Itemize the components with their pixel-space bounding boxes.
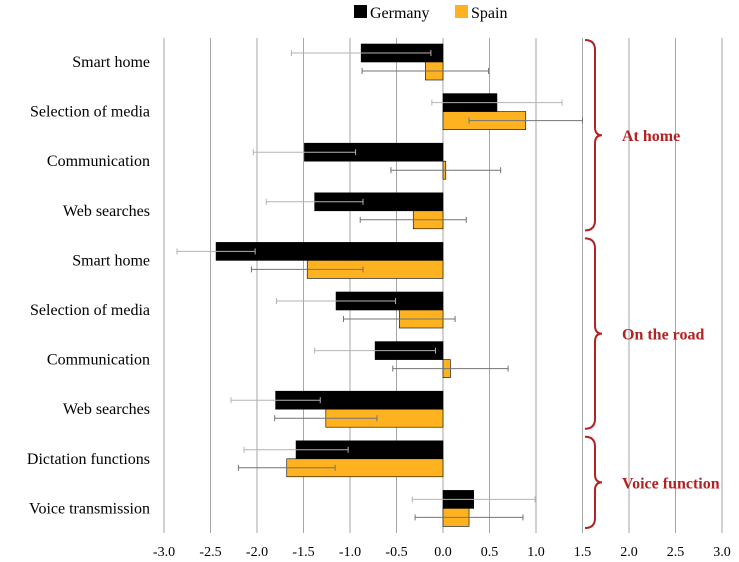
x-tick-label: 1.0	[527, 545, 545, 560]
bars	[215, 43, 527, 527]
group-bracket	[584, 237, 603, 430]
group-bracket	[584, 39, 603, 232]
x-tick-label: 0.5	[481, 545, 499, 560]
error-bar-germany	[431, 99, 563, 106]
error-bar-spain	[390, 167, 502, 174]
legend: Germany Spain	[354, 5, 507, 22]
error-bar-spain	[250, 266, 364, 273]
error-bar-germany	[176, 248, 256, 255]
x-tick-label: -2.5	[199, 545, 221, 560]
x-tick-label: 1.5	[574, 545, 592, 560]
x-tick-label: -1.5	[292, 545, 314, 560]
legend-swatch-spain	[455, 5, 468, 18]
gridlines	[163, 38, 723, 533]
error-bar-spain	[361, 68, 490, 74]
x-tick-label: 3.0	[713, 545, 731, 560]
error-bar-germany	[252, 149, 357, 156]
error-bar-germany	[314, 347, 437, 354]
x-tick-label: 2.0	[620, 545, 638, 560]
legend-swatch-germany	[354, 5, 367, 18]
x-tick-label: -1.0	[339, 545, 361, 560]
category-label: Dictation functions	[27, 451, 150, 468]
error-bar-germany	[265, 198, 364, 205]
error-bar-germany	[290, 50, 432, 56]
x-tick-labels: -3.0 -2.5 -2.0 -1.5 -1.0 -0.5 0.0 0.5 1.0 1.5 2.0 2…	[153, 545, 731, 560]
category-labels: Smart home Selection of media Communicatio…	[27, 54, 150, 517]
category-label: Voice transmission	[29, 500, 150, 517]
group-label: On the road	[622, 327, 704, 344]
category-label: Selection of media	[30, 302, 150, 319]
error-bar-germany	[276, 298, 397, 304]
x-tick-label: 2.5	[667, 545, 685, 560]
error-bar-germany	[243, 446, 349, 453]
category-label: Smart home	[72, 252, 150, 269]
error-bar-spain	[237, 464, 336, 471]
x-tick-label: -3.0	[153, 545, 175, 560]
legend-label-germany: Germany	[370, 5, 430, 22]
category-label: Selection of media	[30, 104, 150, 121]
group-label: At home	[622, 128, 680, 145]
legend-label-spain: Spain	[471, 5, 507, 22]
group-bracket	[584, 435, 603, 529]
category-label: Communication	[47, 153, 150, 170]
error-bars	[176, 50, 583, 521]
error-bar-germany	[411, 496, 536, 503]
category-label: Web searches	[63, 401, 150, 418]
group-label: Voice function	[622, 475, 720, 492]
x-tick-label: -2.0	[246, 545, 268, 560]
error-bar-spain	[414, 514, 524, 521]
error-bar-germany	[230, 397, 321, 404]
error-bar-spain	[342, 316, 456, 322]
error-bar-spain	[274, 415, 378, 422]
group-brackets: At home On the road Voice function	[584, 39, 720, 529]
error-bar-spain	[392, 365, 509, 372]
error-bar-spain	[359, 216, 467, 223]
error-bar-spain	[468, 117, 583, 124]
category-label: Communication	[47, 352, 150, 369]
x-tick-label: 0.0	[434, 545, 452, 560]
category-label: Smart home	[72, 54, 150, 71]
category-label: Web searches	[63, 203, 150, 220]
x-tick-label: -0.5	[385, 545, 407, 560]
